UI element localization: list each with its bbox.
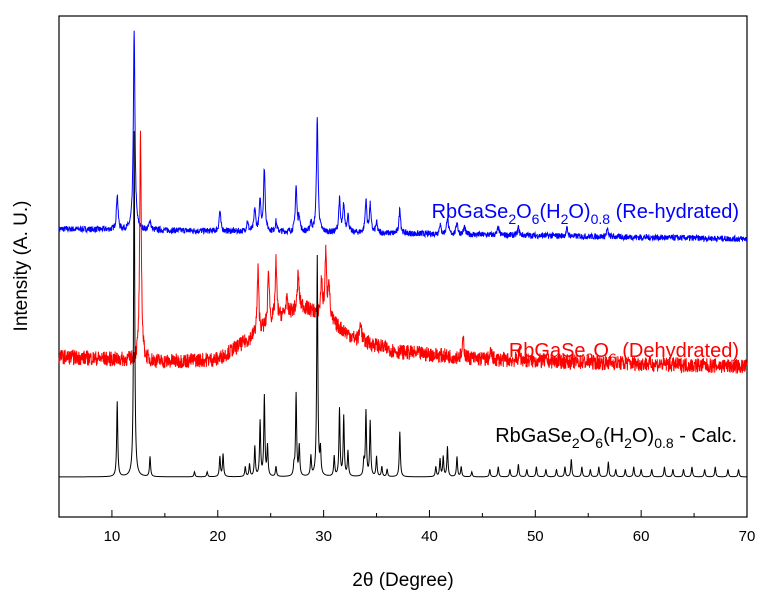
x-tick-label: 30 bbox=[315, 528, 332, 545]
series-label-black: RbGaSe2O6(H2O)0.8 - Calc. bbox=[495, 425, 737, 451]
x-tick-label: 70 bbox=[739, 528, 756, 545]
series-line-blue bbox=[58, 30, 748, 243]
x-tick-label: 50 bbox=[527, 528, 544, 545]
x-axis-ticks: 10 20 30 40 50 60 70 bbox=[58, 510, 756, 545]
series-line-black bbox=[59, 131, 747, 478]
x-tick-label: 20 bbox=[209, 528, 226, 545]
series-label-blue: RbGaSe2O6(H2O)0.8 (Re-hydrated) bbox=[432, 201, 739, 227]
x-tick-label: 10 bbox=[104, 528, 121, 545]
x-tick-label: 40 bbox=[421, 528, 438, 545]
y-axis-title: Intensity (A. U.) bbox=[11, 201, 32, 332]
series-label-red: RbGaSe2O6 (Dehydrated) bbox=[509, 340, 739, 366]
x-tick-label: 60 bbox=[633, 528, 650, 545]
traces bbox=[58, 30, 748, 478]
series-line-red bbox=[58, 130, 748, 374]
x-axis-title: 2θ (Degree) bbox=[352, 570, 453, 591]
plot-frame bbox=[58, 15, 748, 518]
series-labels: RbGaSe2O6(H2O)0.8 (Re-hydrated) RbGaSe2O6… bbox=[432, 201, 739, 451]
